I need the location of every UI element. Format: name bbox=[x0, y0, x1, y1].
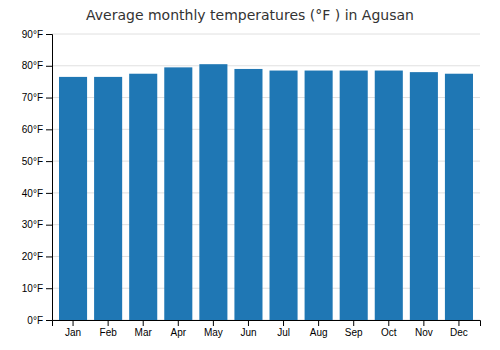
tick-mark bbox=[46, 256, 52, 257]
bar bbox=[199, 64, 227, 320]
tick: Apr bbox=[171, 320, 187, 338]
tick-label: 60°F bbox=[22, 124, 43, 135]
tick: Dec bbox=[450, 320, 468, 338]
chart: 0°F 10°F 20°F 30°F 40°F 50°F 60°F 70°F 80°F 90°F J… bbox=[0, 0, 500, 350]
bar bbox=[129, 74, 157, 320]
bar bbox=[305, 71, 333, 320]
tick-label: 10°F bbox=[22, 283, 43, 294]
tick-label: 40°F bbox=[22, 188, 43, 199]
tick-mark bbox=[423, 320, 424, 326]
tick: Nov bbox=[415, 320, 433, 338]
tick-label: Oct bbox=[381, 327, 397, 338]
tick-label: Sep bbox=[345, 327, 363, 338]
tick-mark bbox=[73, 320, 74, 326]
axis-line bbox=[46, 35, 53, 321]
tick: Oct bbox=[381, 320, 397, 338]
tick-label: 80°F bbox=[22, 60, 43, 71]
tick-mark bbox=[46, 225, 52, 226]
tick: Jun bbox=[240, 320, 256, 338]
tick: 10°F bbox=[22, 283, 52, 294]
y-axis: 0°F 10°F 20°F 30°F 40°F 50°F 60°F 70°F 80°F 90°F bbox=[22, 29, 53, 326]
bar bbox=[445, 74, 473, 320]
tick: Mar bbox=[135, 320, 153, 338]
tick-label: 50°F bbox=[22, 156, 43, 167]
tick: 50°F bbox=[22, 156, 52, 167]
bar bbox=[340, 71, 368, 320]
grid-line bbox=[52, 34, 480, 35]
tick-mark bbox=[46, 34, 52, 35]
tick: Feb bbox=[100, 320, 118, 338]
tick-mark bbox=[46, 98, 52, 99]
tick-label: Jul bbox=[277, 327, 290, 338]
bar bbox=[94, 77, 122, 320]
tick-mark bbox=[143, 320, 144, 326]
tick-mark bbox=[46, 288, 52, 289]
tick-label: Jun bbox=[240, 327, 256, 338]
tick: May bbox=[204, 320, 223, 338]
x-axis: Jan Feb Mar Apr May Jun Jul Aug Sep Oct Nov Dec bbox=[53, 320, 481, 338]
tick-label: Mar bbox=[135, 327, 153, 338]
bar bbox=[410, 72, 438, 320]
bars bbox=[59, 64, 473, 320]
tick: Sep bbox=[345, 320, 363, 338]
tick: Aug bbox=[310, 320, 328, 338]
grid bbox=[52, 34, 480, 320]
tick-mark bbox=[248, 320, 249, 326]
tick-label: May bbox=[204, 327, 223, 338]
tick-mark bbox=[388, 320, 389, 326]
tick: 30°F bbox=[22, 219, 52, 230]
tick-label: Feb bbox=[100, 327, 118, 338]
axis-line bbox=[53, 321, 481, 327]
tick-label: 90°F bbox=[22, 29, 43, 40]
tick: Jul bbox=[277, 320, 290, 338]
tick-label: 70°F bbox=[22, 92, 43, 103]
tick-label: Nov bbox=[415, 327, 433, 338]
tick-mark bbox=[46, 129, 52, 130]
tick-mark bbox=[353, 320, 354, 326]
tick: 0°F bbox=[27, 315, 52, 326]
tick: 40°F bbox=[22, 188, 52, 199]
tick: 70°F bbox=[22, 92, 52, 103]
tick-mark bbox=[318, 320, 319, 326]
tick-mark bbox=[178, 320, 179, 326]
bar bbox=[59, 77, 87, 320]
tick-mark bbox=[213, 320, 214, 326]
tick-mark bbox=[46, 66, 52, 67]
tick-label: Aug bbox=[310, 327, 328, 338]
bar bbox=[234, 69, 262, 320]
tick-mark bbox=[46, 320, 52, 321]
tick: 60°F bbox=[22, 124, 52, 135]
tick-mark bbox=[46, 161, 52, 162]
tick-label: Jan bbox=[65, 327, 81, 338]
tick: 80°F bbox=[22, 60, 52, 71]
tick-mark bbox=[46, 193, 52, 194]
tick: 90°F bbox=[22, 29, 52, 40]
tick: 20°F bbox=[22, 251, 52, 262]
bar bbox=[164, 67, 192, 320]
title: Average monthly temperatures (°F ) in Ag… bbox=[86, 7, 414, 23]
tick-mark bbox=[458, 320, 459, 326]
tick-label: Dec bbox=[450, 327, 468, 338]
grid-line bbox=[52, 65, 480, 66]
tick-mark bbox=[108, 320, 109, 326]
tick-label: 0°F bbox=[27, 315, 43, 326]
tick-label: Apr bbox=[171, 327, 187, 338]
tick-label: 20°F bbox=[22, 251, 43, 262]
tick-mark bbox=[283, 320, 284, 326]
tick-label: 30°F bbox=[22, 219, 43, 230]
bar bbox=[375, 71, 403, 320]
plot: 0°F 10°F 20°F 30°F 40°F 50°F 60°F 70°F 80°F 90°F J… bbox=[22, 29, 481, 338]
bar bbox=[270, 71, 298, 320]
tick: Jan bbox=[65, 320, 81, 338]
